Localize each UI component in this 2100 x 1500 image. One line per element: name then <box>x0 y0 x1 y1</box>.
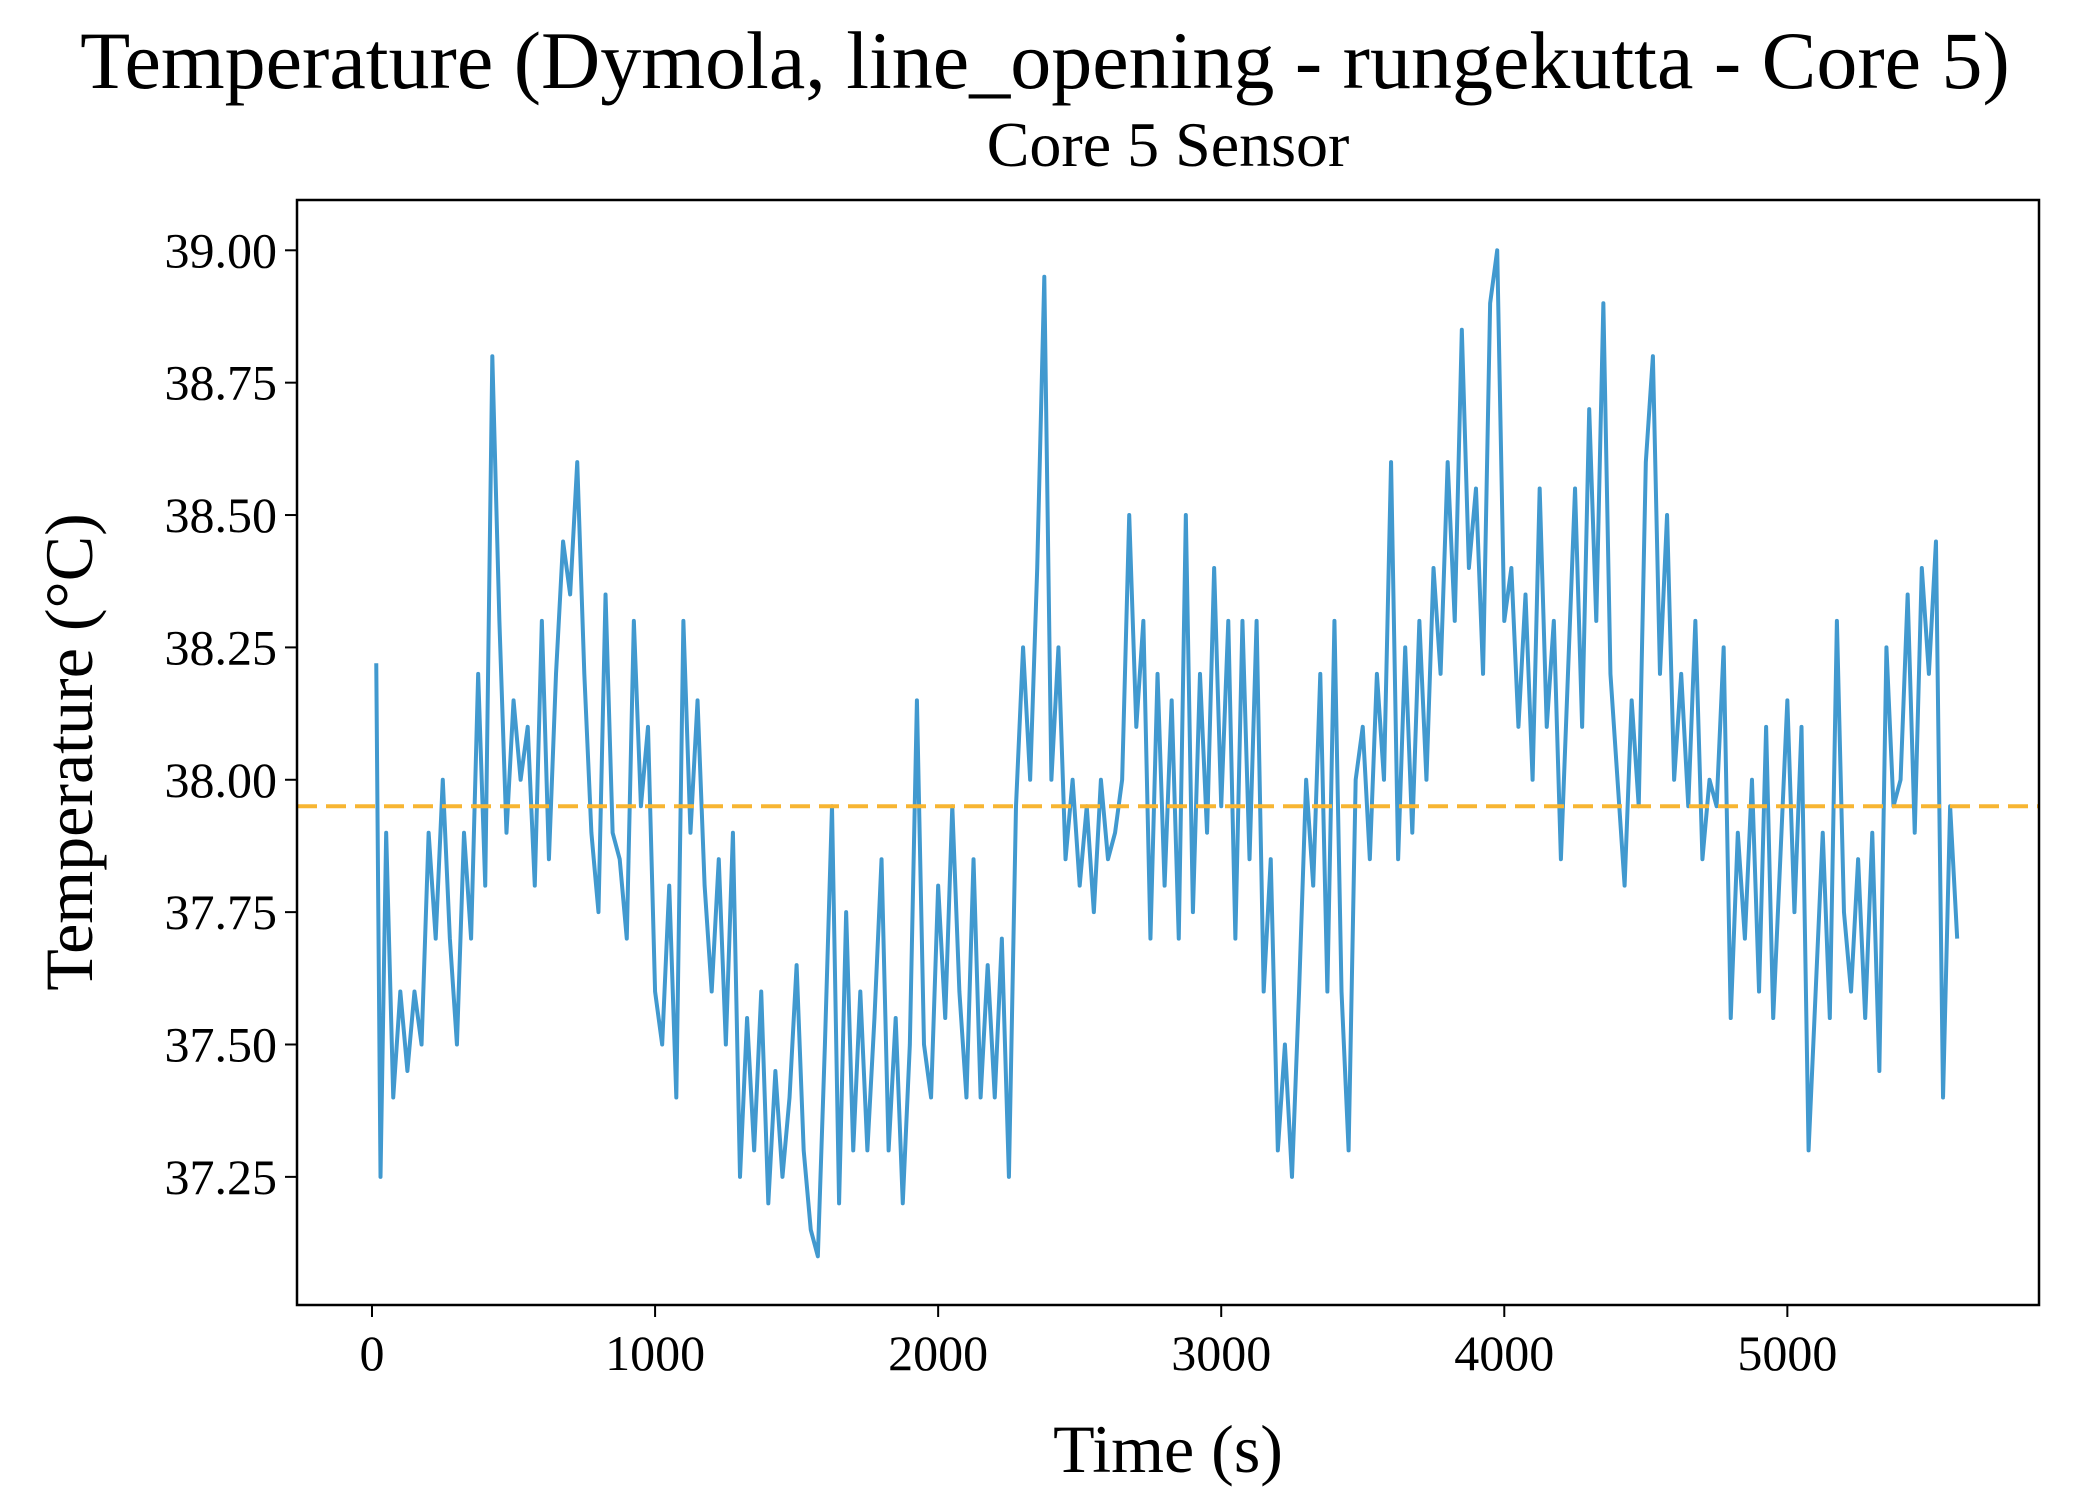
y-tick-label: 39.00 <box>165 222 278 278</box>
x-tick-label: 5000 <box>1737 1325 1837 1381</box>
plot-frame <box>295 198 2041 1307</box>
y-tick-label: 37.75 <box>165 884 278 940</box>
y-tick-label: 37.25 <box>165 1149 278 1205</box>
x-tick-label: 3000 <box>1171 1325 1271 1381</box>
y-tick-label: 38.75 <box>165 355 278 411</box>
x-tick-label: 1000 <box>605 1325 705 1381</box>
data-line <box>374 248 1960 1259</box>
y-axis-label: Temperature (°C) <box>31 513 107 990</box>
y-tick-label: 37.50 <box>165 1017 278 1073</box>
y-tick-label: 38.50 <box>165 487 278 543</box>
chart-subtitle: Core 5 Sensor <box>987 109 1350 180</box>
chart-title: Temperature (Dymola, line_opening - rung… <box>80 15 2010 106</box>
x-axis-label: Time (s) <box>1053 1411 1283 1487</box>
x-tick-label: 2000 <box>888 1325 988 1381</box>
x-tick-label: 0 <box>360 1325 385 1381</box>
y-tick-label: 38.00 <box>165 752 278 808</box>
y-tick-label: 38.25 <box>165 619 278 675</box>
x-tick-label: 4000 <box>1454 1325 1554 1381</box>
